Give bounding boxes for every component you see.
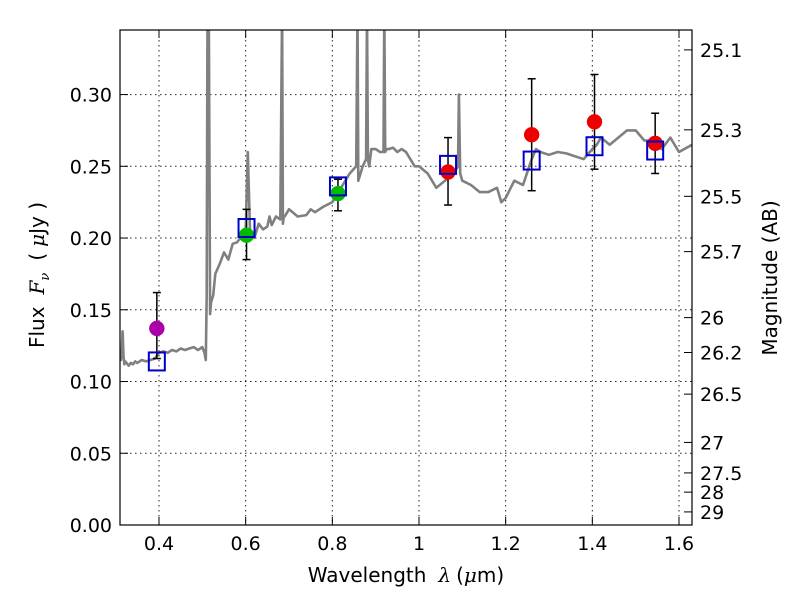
- x-tick-label: 1.2: [491, 533, 521, 555]
- y-tick-label: 0.20: [70, 228, 112, 250]
- model-point: [147, 351, 166, 372]
- model-point: [646, 140, 665, 161]
- x-tick-label: 0.6: [231, 533, 261, 555]
- magnitude-tick-label: 28: [700, 482, 724, 504]
- y-tick-label: 0.10: [70, 372, 112, 394]
- magnitude-tick-label: 25.1: [700, 40, 742, 62]
- observed-point: [440, 164, 456, 180]
- observed-point: [238, 227, 255, 243]
- magnitude-axis-title: Magnitude (AB): [758, 200, 782, 355]
- magnitude-tick-label: 26.2: [700, 343, 742, 365]
- y-tick-label: 0.25: [70, 156, 112, 178]
- observed-point: [330, 185, 346, 202]
- model-point: [522, 150, 541, 171]
- magnitude-tick-label: 29: [700, 502, 724, 524]
- x-tick-label: 1.6: [664, 533, 694, 555]
- y-tick-label: 0.05: [70, 443, 112, 465]
- model-point: [585, 136, 604, 157]
- spectrum-line: [120, 30, 692, 367]
- axis-ticks: 0.4 0.6 0.8 1 1.2 1.4 1.6 0.00 0.05 0.10 0.15 0.20 0…: [70, 30, 742, 555]
- observed-point: [149, 320, 165, 337]
- x-tick-label: 1.4: [577, 533, 607, 555]
- model-point: [237, 218, 256, 238]
- x-tick-label: 1: [413, 533, 425, 555]
- y-tick-label: 0.00: [70, 515, 112, 537]
- magnitude-tick-label: 27.5: [700, 463, 742, 485]
- points-layer: [147, 73, 665, 372]
- observed-point: [647, 135, 663, 152]
- grid: [120, 30, 692, 526]
- y-axis-title: FluxFν(μJy ): [25, 202, 53, 348]
- model-point: [328, 176, 347, 197]
- observed-point: [523, 126, 540, 143]
- spectrum-layer: [120, 30, 692, 367]
- magnitude-tick-label: 26: [700, 308, 724, 330]
- magnitude-tick-label: 25.3: [700, 120, 742, 142]
- model-point: [439, 154, 458, 175]
- y-tick-label: 0.30: [70, 85, 112, 107]
- magnitude-tick-label: 27: [700, 432, 724, 454]
- x-tick-label: 0.8: [317, 533, 347, 555]
- magnitude-tick-label: 25.7: [700, 242, 742, 264]
- y-tick-label: 0.15: [70, 300, 112, 322]
- magnitude-tick-label: 26.5: [700, 384, 742, 406]
- magnitude-tick-label: 25.5: [700, 186, 742, 208]
- x-tick-label: 0.4: [144, 533, 174, 555]
- plot-frame: [119, 29, 693, 526]
- observed-point: [586, 114, 603, 130]
- x-axis-title: Wavelength λ (μm): [308, 563, 504, 587]
